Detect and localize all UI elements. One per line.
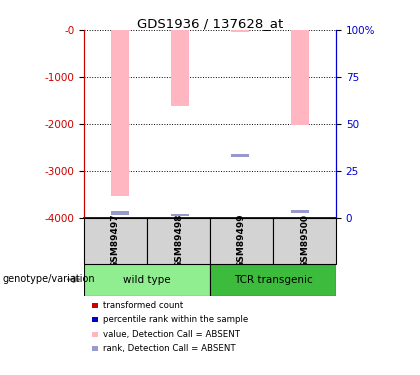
Text: GSM89499: GSM89499	[237, 214, 246, 268]
Text: GSM89500: GSM89500	[300, 214, 309, 268]
Bar	[273, 217, 336, 264]
Text: transformed count: transformed count	[103, 301, 183, 310]
Text: TCR transgenic: TCR transgenic	[234, 275, 312, 285]
Text: value, Detection Call = ABSENT: value, Detection Call = ABSENT	[103, 330, 240, 339]
Bar	[111, 211, 129, 215]
Bar	[291, 210, 309, 213]
Bar	[111, 30, 129, 196]
Bar	[210, 264, 336, 296]
Bar	[231, 154, 249, 157]
Bar	[210, 217, 273, 264]
Text: wild type: wild type	[123, 275, 171, 285]
Text: percentile rank within the sample: percentile rank within the sample	[103, 315, 248, 324]
Text: GSM89497: GSM89497	[111, 214, 120, 268]
Bar	[171, 214, 189, 216]
Text: genotype/variation: genotype/variation	[2, 274, 95, 284]
Bar	[231, 30, 249, 32]
Bar	[84, 217, 147, 264]
Bar	[84, 264, 210, 296]
Text: rank, Detection Call = ABSENT: rank, Detection Call = ABSENT	[103, 344, 236, 353]
Bar	[171, 30, 189, 106]
Text: GDS1936 / 137628_at: GDS1936 / 137628_at	[137, 17, 283, 30]
Bar	[291, 30, 309, 124]
Bar	[147, 217, 210, 264]
Text: GSM89498: GSM89498	[174, 214, 183, 268]
